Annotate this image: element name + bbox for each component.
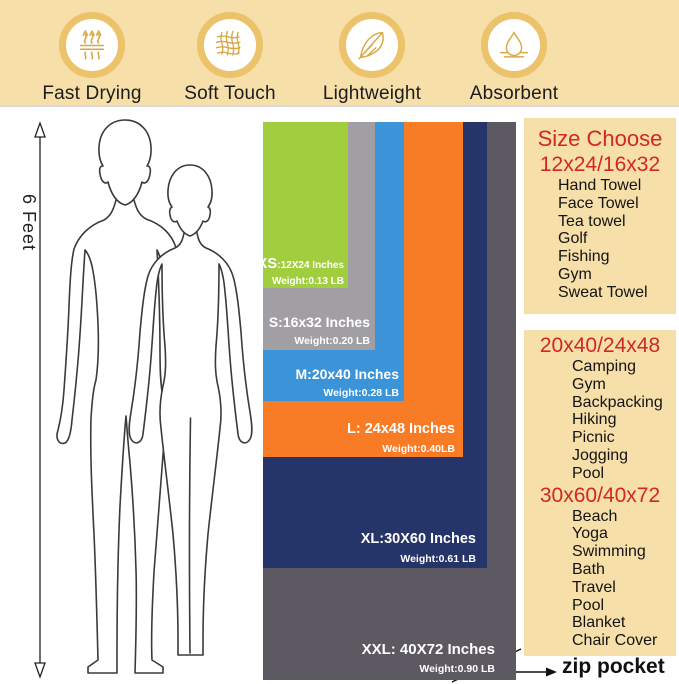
towel-size-dims: : 40X72 Inches (390, 640, 495, 658)
water-drop-icon (481, 12, 547, 78)
size-guide-panel-bottom: 20x40/24x48 Camping Gym Backpacking Hiking P… (524, 330, 676, 656)
towel-size-code: M (295, 365, 308, 382)
towel-weight-label: Weight:0.40LB (382, 442, 455, 455)
feature-lightweight: Lightweight (304, 0, 440, 105)
usage-item: Bath (572, 560, 605, 578)
feature-label: Soft Touch (184, 83, 276, 104)
towel-weight-label: Weight:0.13 LB (271, 275, 344, 287)
human-figures (56, 119, 253, 674)
feature-label: Lightweight (322, 83, 422, 104)
woman-head-outline (167, 164, 213, 237)
usage-item: Gym (572, 375, 606, 393)
towel-label: XXL: 40X72 Inches Weight:0.90 LB (362, 641, 495, 675)
usage-item: Backpacking (572, 393, 663, 411)
usage-item: Yoga (572, 525, 608, 543)
usage-item: Sweat Towel (558, 283, 648, 301)
size-section-heading: 20x40/24x48 (539, 334, 661, 357)
towel-rect-xs: XS:12X24 Inches Weight:0.13 LB (257, 122, 348, 288)
feature-fast-drying: Fast Drying (24, 0, 160, 105)
usage-item: Hand Towel (558, 177, 642, 194)
feature-absorbent: Absorbent (446, 0, 582, 105)
feature-label: Absorbent (469, 83, 559, 104)
usage-item: Pool (572, 464, 605, 482)
towel-size-code: XL (360, 531, 380, 548)
size-section-heading: 30x60/40x72 (539, 483, 661, 507)
usage-item: Beach (572, 507, 618, 525)
man-head-outline (98, 119, 152, 206)
towel-label: L: 24x48 Inches Weight:0.40LB (347, 421, 455, 455)
towel-weight-label: Weight:0.90 LB (419, 662, 495, 675)
zip-pocket-label: zip pocket (562, 655, 665, 678)
towel-size-code: L (346, 421, 356, 438)
usage-item: Face Towel (558, 194, 639, 212)
towel-size-dims: :16x32 Inches (278, 313, 370, 330)
towel-weight-label: Weight:0.28 LB (323, 386, 399, 399)
usage-item: Pool (572, 596, 605, 614)
usage-list: Hand Towel Face Towel Tea towel Golf Fishing… (524, 177, 676, 302)
towel-size-code: XS (257, 255, 278, 273)
size-guide-panel-top: Size Choose 12x24/16x32 Hand Towel Face T… (524, 118, 676, 314)
usage-item: Chair Cover (572, 632, 658, 650)
towel-size-dims: :12X24 Inches (277, 260, 344, 272)
towel-label: XS:12X24 Inches Weight:0.13 LB (257, 255, 344, 287)
fabric-weave-icon (197, 12, 263, 78)
usage-item: Golf (558, 230, 588, 248)
towel-label: S:16x32 Inches Weight:0.20 LB (269, 314, 370, 347)
size-guide-title: Size Choose (537, 126, 663, 151)
usage-item: Fishing (558, 248, 610, 266)
height-scale: 6 Feet (19, 121, 46, 679)
usage-item: Blanket (572, 614, 626, 632)
usage-item: Camping (572, 358, 637, 375)
steam-arrows-icon (59, 12, 125, 78)
woman-leg-line (188, 417, 192, 654)
towel-label: M:20x40 Inches Weight:0.28 LB (295, 366, 399, 399)
feature-soft-touch: Soft Touch (162, 0, 298, 105)
usage-item: Swimming (572, 543, 646, 561)
towel-weight-label: Weight:0.61 LB (400, 552, 476, 565)
features-banner: Fast Drying Soft Touch Lightweight (0, 0, 679, 107)
usage-item: Picnic (572, 429, 615, 447)
usage-item: Hiking (572, 411, 617, 429)
towel-weight-label: Weight:0.20 LB (294, 334, 370, 347)
towel-size-dims: :20x40 Inches (307, 365, 399, 382)
usage-item: Jogging (572, 446, 629, 464)
usage-item: Gym (558, 265, 592, 283)
towel-size-code: XXL (361, 640, 391, 658)
size-section-heading: 12x24/16x32 (539, 153, 661, 176)
feature-label: Fast Drying (42, 83, 142, 104)
usage-item: Tea towel (558, 212, 626, 230)
usage-item: Travel (572, 578, 616, 596)
feather-icon (339, 12, 405, 78)
usage-list: Camping Gym Backpacking Hiking Picnic Jogging… (524, 358, 676, 483)
towel-size-dims: :30X60 Inches (379, 531, 476, 548)
usage-list: Beach Yoga Swimming Bath Travel Pool Blanket Ch… (524, 508, 676, 650)
towel-size-dims: : 24x48 Inches (355, 421, 455, 438)
towel-label: XL:30X60 Inches Weight:0.61 LB (361, 531, 476, 565)
height-label: 6 Feet (19, 194, 39, 251)
towel-size-code: S (268, 313, 279, 330)
